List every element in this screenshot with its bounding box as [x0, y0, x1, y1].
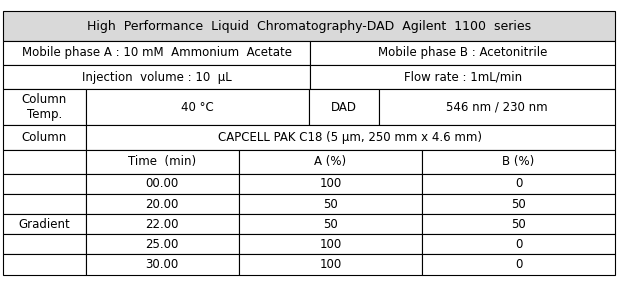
FancyBboxPatch shape: [310, 41, 615, 65]
FancyBboxPatch shape: [422, 150, 615, 174]
Text: 0: 0: [515, 177, 522, 190]
Text: B (%): B (%): [502, 155, 535, 168]
Text: High  Performance  Liquid  Chromatography-DAD  Agilent  1100  series: High Performance Liquid Chromatography-D…: [87, 20, 531, 33]
Text: CAPCELL PAK C18 (5 μm, 250 mm x 4.6 mm): CAPCELL PAK C18 (5 μm, 250 mm x 4.6 mm): [218, 131, 482, 144]
FancyBboxPatch shape: [309, 89, 379, 125]
Text: 100: 100: [320, 177, 342, 190]
Text: 22.00: 22.00: [145, 218, 179, 231]
FancyBboxPatch shape: [3, 254, 86, 275]
FancyBboxPatch shape: [239, 234, 422, 254]
Text: 40 °C: 40 °C: [181, 101, 214, 114]
Text: Injection  volume : 10  μL: Injection volume : 10 μL: [82, 71, 232, 83]
FancyBboxPatch shape: [3, 41, 310, 65]
Text: 50: 50: [323, 198, 338, 211]
Text: A (%): A (%): [315, 155, 347, 168]
Text: 30.00: 30.00: [145, 258, 179, 271]
FancyBboxPatch shape: [3, 125, 86, 150]
Text: Flow rate : 1mL/min: Flow rate : 1mL/min: [404, 71, 522, 83]
FancyBboxPatch shape: [3, 194, 86, 214]
Text: 50: 50: [511, 218, 526, 231]
Text: 100: 100: [320, 258, 342, 271]
FancyBboxPatch shape: [422, 234, 615, 254]
FancyBboxPatch shape: [86, 234, 239, 254]
FancyBboxPatch shape: [86, 89, 309, 125]
Text: Column
Temp.: Column Temp.: [22, 93, 67, 121]
Text: 25.00: 25.00: [145, 238, 179, 251]
FancyBboxPatch shape: [86, 254, 239, 275]
FancyBboxPatch shape: [239, 214, 422, 234]
FancyBboxPatch shape: [239, 254, 422, 275]
Text: 50: 50: [511, 198, 526, 211]
FancyBboxPatch shape: [422, 174, 615, 194]
FancyBboxPatch shape: [86, 150, 239, 174]
Text: 20.00: 20.00: [145, 198, 179, 211]
Text: Time  (min): Time (min): [128, 155, 197, 168]
FancyBboxPatch shape: [3, 65, 310, 89]
Text: 0: 0: [515, 238, 522, 251]
Text: 0: 0: [515, 258, 522, 271]
Text: 50: 50: [323, 218, 338, 231]
FancyBboxPatch shape: [3, 11, 615, 41]
FancyBboxPatch shape: [422, 214, 615, 234]
FancyBboxPatch shape: [3, 234, 86, 254]
Text: Mobile phase B : Acetonitrile: Mobile phase B : Acetonitrile: [378, 46, 548, 59]
FancyBboxPatch shape: [3, 214, 86, 234]
FancyBboxPatch shape: [239, 174, 422, 194]
FancyBboxPatch shape: [310, 65, 615, 89]
Text: DAD: DAD: [331, 101, 357, 114]
FancyBboxPatch shape: [379, 89, 615, 125]
Text: 546 nm / 230 nm: 546 nm / 230 nm: [446, 101, 548, 114]
Text: 00.00: 00.00: [145, 177, 179, 190]
FancyBboxPatch shape: [422, 194, 615, 214]
FancyBboxPatch shape: [86, 174, 239, 194]
FancyBboxPatch shape: [3, 89, 86, 125]
Text: Column: Column: [22, 131, 67, 144]
FancyBboxPatch shape: [239, 194, 422, 214]
FancyBboxPatch shape: [86, 214, 239, 234]
Text: Gradient: Gradient: [19, 218, 70, 231]
FancyBboxPatch shape: [3, 150, 86, 174]
Text: 100: 100: [320, 238, 342, 251]
FancyBboxPatch shape: [86, 194, 239, 214]
FancyBboxPatch shape: [86, 125, 615, 150]
FancyBboxPatch shape: [422, 254, 615, 275]
FancyBboxPatch shape: [239, 150, 422, 174]
Text: Mobile phase A : 10 mM  Ammonium  Acetate: Mobile phase A : 10 mM Ammonium Acetate: [22, 46, 292, 59]
FancyBboxPatch shape: [3, 174, 86, 194]
